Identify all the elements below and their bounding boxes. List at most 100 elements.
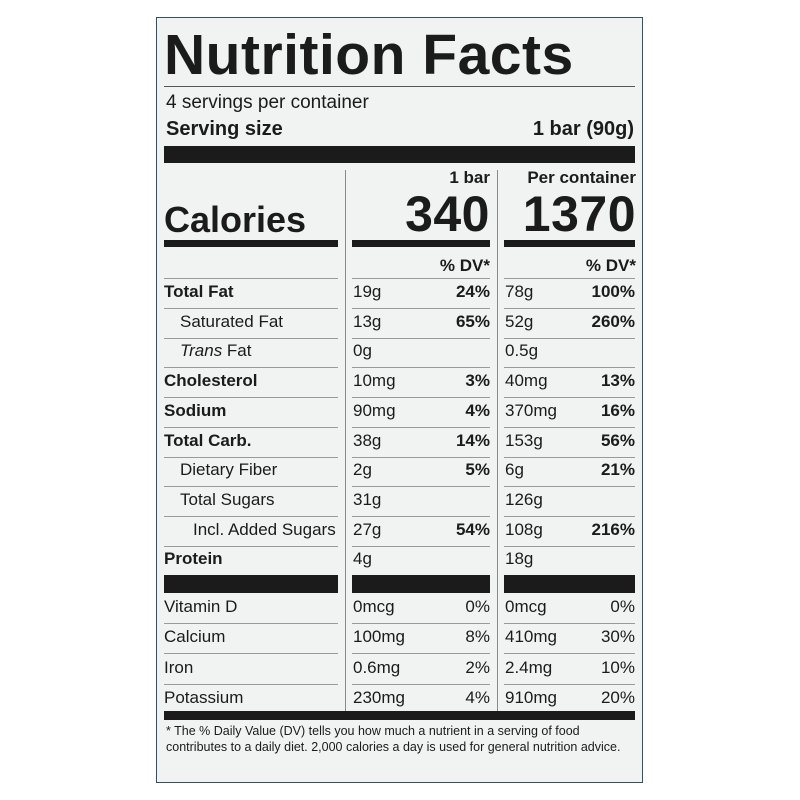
row-divider-col2 <box>504 623 635 624</box>
vitamin-amount-col1: 230mg <box>353 687 405 707</box>
calories-rule-col2 <box>504 240 635 247</box>
vitamin-dv-col1: 2% <box>465 657 490 677</box>
vitamin-rule-col1 <box>352 575 490 593</box>
vitamin-amount-col2: 410mg <box>505 627 557 647</box>
row-divider-col1 <box>352 515 490 517</box>
row-divider-col1 <box>352 653 490 655</box>
nutrient-amount-col1: 13g <box>353 311 382 331</box>
vitamin-amount-col1: 0mcg <box>353 597 395 616</box>
nutrient-amount-col2: 126g <box>505 489 543 509</box>
nutrient-dv-col2: 16% <box>600 400 635 420</box>
column-header-per-container: Per container <box>527 168 636 187</box>
nutrient-dv-col1: 65% <box>455 311 490 331</box>
nutrient-dv-col1: 3% <box>465 371 490 391</box>
nutrient-amount-col1: 90mg <box>353 400 396 420</box>
row-divider-col1 <box>352 486 490 488</box>
calories-value-per-container: 1370 <box>522 186 636 242</box>
nutrient-dv-col2: 13% <box>600 371 635 391</box>
row-divider-col2 <box>504 426 635 428</box>
row-divider-col2 <box>504 367 635 369</box>
nutrient-dv-col1: 4% <box>465 400 490 420</box>
nutrient-amount-col1: 38g <box>353 430 382 450</box>
calories-rule-col1 <box>352 240 490 247</box>
nutrient-dv-col2: 260% <box>591 311 635 331</box>
nutrient-dv-col1: 14% <box>455 430 490 450</box>
row-divider-label <box>164 683 338 685</box>
vitamin-dv-col1: 8% <box>465 627 490 647</box>
row-divider-label <box>164 515 338 517</box>
vitamin-label: Potassium <box>164 687 244 707</box>
vitamin-amount-col2: 910mg <box>505 687 557 707</box>
nutrient-label-rest: Fat <box>222 341 252 361</box>
row-divider-col2 <box>504 308 635 309</box>
nutrient-label-italic: Trans <box>180 341 223 361</box>
vitamin-amount-col2: 2.4mg <box>505 657 553 677</box>
row-divider-col1 <box>352 397 490 399</box>
nutrient-label: Incl. Added Sugars <box>193 519 336 539</box>
vitamin-dv-col1: 0% <box>465 597 490 616</box>
nutrient-amount-col2: 78g <box>505 282 534 301</box>
row-divider-label <box>164 653 338 655</box>
vitamin-amount-col1: 0.6mg <box>353 657 401 677</box>
row-divider-label <box>164 367 338 369</box>
nutrient-amount-col1: 10mg <box>353 371 396 391</box>
vitamin-dv-col2: 0% <box>610 597 635 616</box>
row-divider-label <box>164 308 338 309</box>
row-divider-label <box>164 278 338 279</box>
row-divider-col2 <box>504 456 635 458</box>
nutrient-amount-col2: 18g <box>505 549 534 569</box>
row-divider-col2 <box>504 337 635 339</box>
row-divider-col1 <box>352 623 490 624</box>
nutrient-dv-col2: 56% <box>600 430 635 450</box>
nutrient-amount-col2: 6g <box>505 460 524 480</box>
nutrient-amount-col2: 52g <box>505 311 534 331</box>
row-divider-col1 <box>352 545 490 547</box>
nutrient-dv-col2: 100% <box>591 282 635 301</box>
nutrient-amount-col1: 0g <box>353 341 372 361</box>
nutrient-amount-col2: 0.5g <box>505 341 539 361</box>
nutrient-label: Total Carb. <box>164 430 252 450</box>
vitamin-dv-col1: 4% <box>465 687 490 707</box>
row-divider-label <box>164 337 338 339</box>
nutrient-amount-col2: 370mg <box>505 400 557 420</box>
vitamin-dv-col2: 10% <box>600 657 635 677</box>
calories-value-per-bar: 340 <box>405 186 490 242</box>
row-divider-col2 <box>504 683 635 685</box>
row-divider-col1 <box>352 367 490 369</box>
nutrient-amount-col1: 4g <box>353 549 372 569</box>
vitamin-label: Vitamin D <box>164 597 238 616</box>
nutrient-amount-col2: 40mg <box>505 371 548 391</box>
nutrient-label: Total Fat <box>164 282 234 301</box>
nutrient-label: Saturated Fat <box>180 311 284 331</box>
row-divider-label <box>164 456 338 458</box>
vitamin-dv-col2: 30% <box>600 627 635 647</box>
dv-header-col2: % DV* <box>585 256 636 275</box>
vitamin-dv-col2: 20% <box>600 687 635 707</box>
row-divider-label <box>164 545 338 547</box>
nutrient-label: Sodium <box>164 400 227 420</box>
footnote: * The % Daily Value (DV) tells you how m… <box>166 724 621 754</box>
nutrient-label: Protein <box>164 549 223 569</box>
vitamin-label: Calcium <box>164 627 226 647</box>
title-rule <box>164 86 635 87</box>
vitamin-label: Iron <box>164 657 194 677</box>
row-divider-col1 <box>352 278 490 279</box>
row-divider-col1 <box>352 683 490 685</box>
column-divider-2 <box>497 170 498 711</box>
vitamin-amount-col1: 100mg <box>353 627 405 647</box>
nutrient-dv-col2: 21% <box>600 460 635 480</box>
row-divider-col2 <box>504 397 635 399</box>
row-divider-label <box>164 397 338 399</box>
nutrient-amount-col2: 108g <box>505 519 543 539</box>
column-header-1-bar: 1 bar <box>449 168 490 187</box>
serving-size-value: 1 bar (90g) <box>532 118 634 140</box>
nutrient-label: Trans Fat <box>180 341 252 361</box>
row-divider-col2 <box>504 515 635 517</box>
nutrition-label-panel <box>156 17 643 783</box>
nutrient-amount-col1: 2g <box>353 460 372 480</box>
label-title: Nutrition Facts <box>164 23 574 87</box>
serving-size-label: Serving size <box>166 118 283 140</box>
nutrient-label: Total Sugars <box>180 489 275 509</box>
servings-per-container: 4 servings per container <box>166 92 369 113</box>
thick-rule-top <box>164 146 635 163</box>
